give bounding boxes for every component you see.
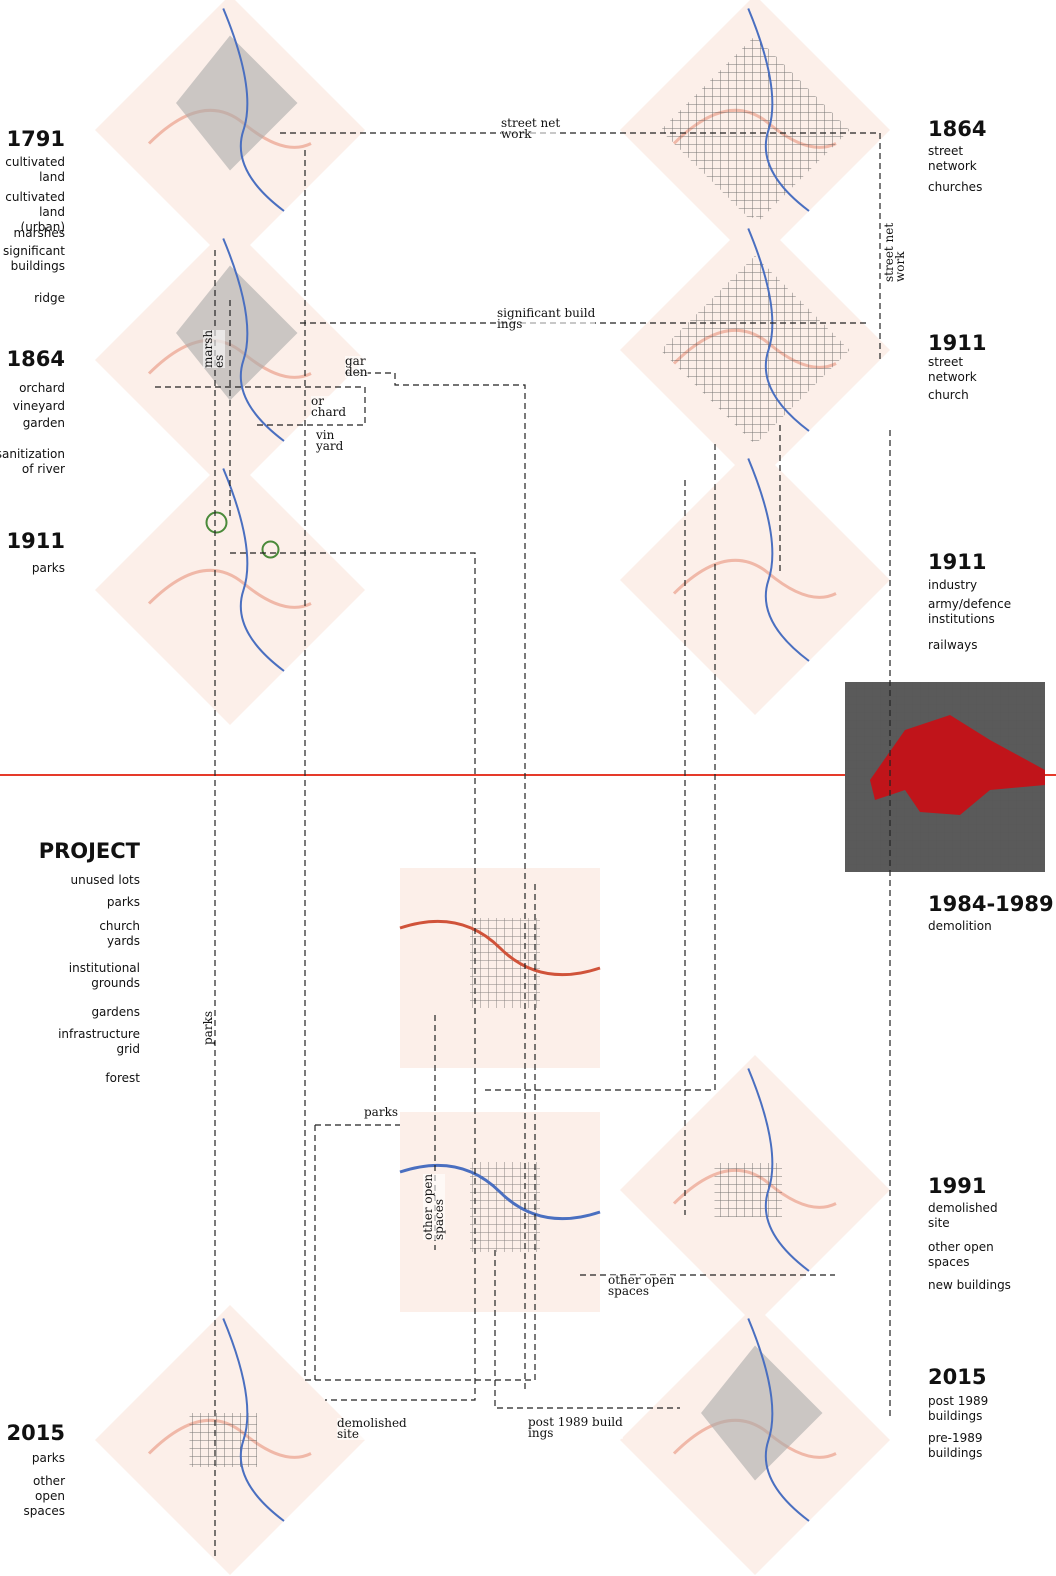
park — [261, 540, 280, 559]
legend-item: institutional grounds — [68, 961, 140, 990]
river — [747, 8, 810, 212]
legend-item: demolished site — [928, 1201, 998, 1230]
legend-item: cultivated land (urban) — [5, 190, 65, 234]
connector-label: other open spaces — [421, 1173, 446, 1240]
connector-label: street net work — [882, 222, 907, 282]
street-grid — [660, 35, 850, 225]
river — [747, 228, 810, 432]
legend-item: orchard — [19, 381, 65, 395]
legend-item: pre-1989 buildings — [928, 1431, 983, 1460]
connector-label: post 1989 build ings — [528, 1415, 623, 1440]
legend-year: 1791 — [6, 127, 65, 151]
built-area — [176, 35, 298, 171]
connector-label: gar den — [345, 354, 368, 379]
legend-year: 1864 — [6, 347, 65, 371]
connector-label: or chard — [311, 394, 347, 419]
legend-item: post 1989 buildings — [928, 1394, 989, 1423]
river — [747, 1068, 810, 1272]
legend-year: 1991 — [928, 1174, 987, 1198]
map-park — [95, 455, 365, 725]
map-dense — [95, 0, 365, 265]
connector-label: significant build ings — [497, 306, 596, 331]
river — [222, 468, 285, 672]
legend-year: 1984-1989 — [928, 892, 1054, 916]
river — [747, 1318, 810, 1522]
legend-year: 1864 — [928, 117, 987, 141]
legend-item: street network — [928, 144, 977, 173]
legend-item: church — [928, 388, 969, 402]
river — [222, 238, 285, 442]
legend-item: significant buildings — [3, 244, 65, 273]
legend-item: churches — [928, 180, 983, 194]
map-street — [620, 215, 890, 485]
legend-item: ridge — [34, 291, 65, 305]
legend-year: 1911 — [6, 529, 65, 553]
river — [399, 919, 601, 977]
legend-item: marshes — [13, 226, 65, 240]
map-dense — [620, 1305, 890, 1575]
legend-item: infrastructure grid — [58, 1027, 140, 1056]
legend-item: church yards — [99, 919, 140, 948]
legend-item: industry — [928, 578, 978, 592]
legend-item: garden — [22, 416, 65, 430]
contour — [147, 568, 312, 609]
legend-item: other open spaces — [928, 1240, 994, 1269]
legend-item: army/defence institutions — [928, 597, 1012, 626]
demolished-site — [189, 1413, 257, 1467]
legend-item: cultivated land — [5, 155, 65, 184]
river — [222, 8, 285, 212]
legend-year: 2015 — [6, 1421, 65, 1445]
legend-year: 1911 — [928, 331, 987, 355]
legend-item: sanitization of river — [0, 447, 65, 476]
river — [747, 458, 810, 662]
connector-label: parks — [364, 1105, 399, 1119]
map-base — [620, 445, 890, 715]
map-demo — [620, 1055, 890, 1325]
legend-item: street network — [928, 355, 977, 384]
built-area — [701, 1345, 823, 1481]
legend-item: forest — [105, 1071, 140, 1085]
connector-label: parks — [201, 1010, 215, 1045]
legend-item: parks — [31, 561, 65, 575]
river — [222, 1318, 285, 1522]
connector-label: demolished site — [337, 1416, 407, 1441]
legend-item: parks — [106, 895, 140, 909]
legend-year: 2015 — [928, 1365, 987, 1389]
map-demo — [95, 1305, 365, 1575]
legend-item: parks — [31, 1451, 65, 1465]
street-grid — [660, 255, 850, 445]
legend-item: demolition — [928, 919, 992, 933]
park — [205, 511, 228, 534]
aerial-photo — [845, 682, 1045, 872]
connector-label: vin yard — [316, 428, 344, 453]
legend-year: PROJECT — [38, 839, 140, 863]
map-plain — [620, 445, 890, 715]
connector-label: marsh es — [201, 329, 226, 368]
contour — [672, 558, 837, 599]
demolished-site — [714, 1163, 782, 1217]
legend-year: 1911 — [928, 550, 987, 574]
legend-item: gardens — [91, 1005, 140, 1019]
connector-label: other open spaces — [608, 1273, 675, 1298]
maps — [95, 0, 890, 1575]
legend-item: vineyard — [12, 399, 65, 413]
legend-item: unused lots — [70, 873, 140, 887]
legend-item: new buildings — [928, 1278, 1011, 1292]
map-base — [95, 455, 365, 725]
connector-label: street net work — [501, 116, 561, 141]
legend-item: other open spaces — [23, 1474, 65, 1518]
legend-item: railways — [928, 638, 978, 652]
